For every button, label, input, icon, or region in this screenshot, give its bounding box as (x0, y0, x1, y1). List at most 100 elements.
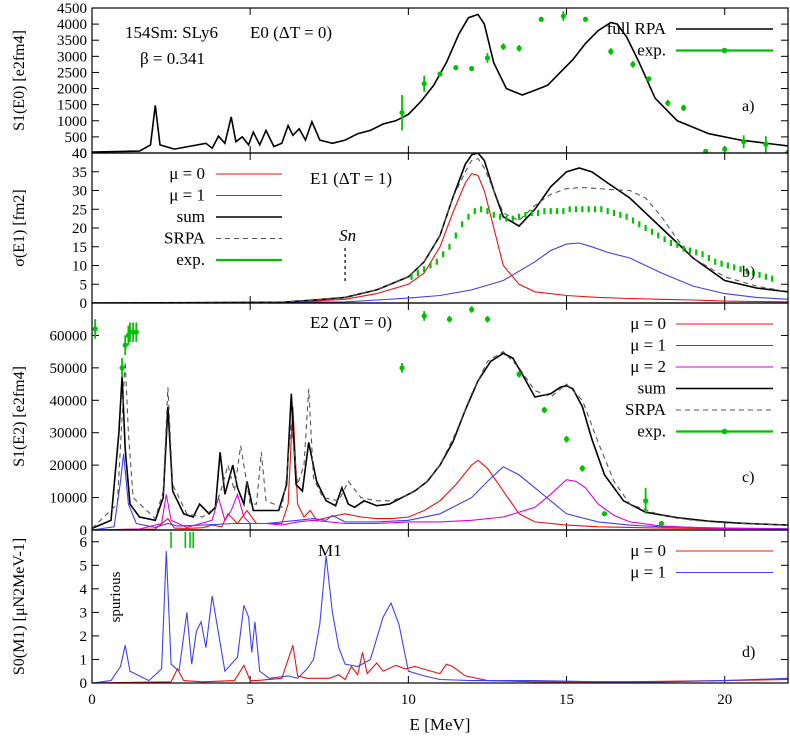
annotation-beta: β = 0.341 (140, 49, 205, 68)
panel-d: 0 1 2 3 4 5 6 d) S0(M1) [μN2MeV-1] M1 spurious μ = … (11, 529, 789, 708)
series-a-1-point-15 (681, 105, 687, 111)
series-a-1-point-5 (484, 55, 491, 61)
y-tick-label-b-4: 20 (72, 221, 87, 237)
legend-label-a-0: full RPA (607, 19, 667, 38)
series-c-5-point-2 (122, 342, 128, 348)
series-a-1-point-2 (437, 71, 443, 77)
y-tick-label-c-0: 0 (80, 523, 88, 539)
series-c-5-point-16 (601, 511, 608, 517)
y-tick-label-b-8: 40 (72, 146, 87, 162)
series-b-0-line (92, 172, 788, 303)
y-tick-label-d-4: 4 (80, 582, 88, 598)
legend-label-b-1: μ = 1 (169, 186, 205, 205)
y-tick-label-c-4: 40000 (50, 393, 88, 409)
plot-area-d (92, 532, 788, 683)
series-c-5-point-11 (484, 316, 491, 322)
legend-label-b-4: exp. (176, 250, 205, 269)
series-c-5-point-10 (469, 306, 475, 313)
y-tick-label-c-6: 60000 (50, 328, 88, 344)
x-tick-label-2: 10 (401, 692, 416, 708)
series-a-1-point-17 (722, 146, 728, 152)
legend-marker-a-1 (721, 47, 728, 54)
y-tick-label-a-0: 0 (80, 146, 88, 162)
plot-area-c (92, 306, 788, 530)
series-c-2-line (92, 479, 788, 530)
y-tick-label-b-0: 0 (80, 296, 88, 312)
series-a-1-point-12 (630, 61, 636, 67)
series-c-5-point-9 (446, 316, 453, 322)
series-c-5-point-18 (658, 520, 665, 527)
series-a-1-point-13 (646, 76, 652, 82)
series-c-5-point-15 (579, 465, 585, 471)
legend-label-d-0: μ = 0 (630, 541, 666, 560)
legend-label-c-2: μ = 2 (630, 357, 666, 376)
legend-label-c-0: μ = 0 (630, 314, 666, 333)
series-c-0-line (92, 406, 788, 530)
y-tick-label-c-2: 20000 (50, 458, 88, 474)
series-c-5-point-1 (119, 365, 125, 371)
x-tick-label-1: 5 (246, 692, 254, 708)
series-c-5-point-7 (399, 365, 405, 371)
panel-label-c: c) (742, 469, 754, 486)
series-c-5-point-0 (92, 326, 98, 332)
y-tick-label-a-3: 1500 (57, 98, 87, 114)
series-a-1-point-7 (516, 45, 522, 51)
y-tick-label-d-2: 2 (80, 629, 88, 645)
y-axis-label-b: σ(E1) [fm2] (11, 189, 28, 266)
annotation-note: spurious (108, 571, 124, 622)
y-tick-label-c-1: 10000 (50, 491, 88, 507)
annotation-mode-d: M1 (318, 541, 342, 560)
x-axis-label: E [MeV] (410, 715, 471, 734)
y-tick-label-d-1: 1 (80, 652, 88, 668)
series-a-1-point-8 (538, 16, 544, 22)
y-tick-label-d-3: 3 (80, 605, 88, 621)
series-a-1-point-11 (608, 48, 614, 55)
series-c-5-point-6 (133, 329, 139, 335)
series-b-1-line (92, 242, 788, 303)
legend-label-b-0: μ = 0 (169, 164, 205, 183)
legend-label-c-5: exp. (637, 422, 666, 441)
x-tick-label-3: 15 (559, 692, 574, 708)
series-d-1-line (92, 551, 788, 683)
legend-label-c-4: SRPA (625, 400, 667, 419)
legend-label-d-1: μ = 1 (630, 563, 666, 582)
y-tick-label-c-5: 50000 (50, 361, 88, 377)
panel-label-a: a) (742, 98, 754, 115)
plot-area-a (92, 11, 788, 153)
legend-label-c-1: μ = 1 (630, 336, 666, 355)
panel-label-b: b) (742, 264, 755, 281)
series-a-1-point-10 (582, 16, 589, 22)
series-a-1-point-19 (763, 141, 769, 147)
series-a-1-point-20 (785, 149, 788, 153)
y-tick-label-c-3: 30000 (50, 426, 88, 442)
y-tick-label-a-6: 3000 (57, 49, 87, 65)
series-a-1-point-0 (399, 110, 405, 116)
series-c-5-point-12 (516, 371, 522, 377)
series-a-1-point-18 (741, 139, 747, 145)
legend-label-b-3: SRPA (164, 229, 206, 248)
series-a-1-point-14 (665, 100, 671, 106)
series-d-0-line (92, 645, 788, 683)
y-axis-label-d: S0(M1) [μN2MeV-1] (11, 538, 28, 675)
frame-c (91, 302, 789, 531)
series-c-3-line (92, 352, 788, 530)
x-tick-label-0: 0 (88, 692, 96, 708)
series-b-3-line (92, 157, 788, 303)
y-tick-label-b-1: 5 (80, 277, 88, 293)
y-tick-label-b-6: 30 (72, 184, 87, 200)
panel-b: 0 5 10 15 20 25 30 35 40 b) σ(E1) [fm2] E1 (ΔT = 1)… (11, 146, 789, 312)
y-tick-label-a-4: 2000 (57, 82, 87, 98)
series-c-4-line (92, 350, 788, 529)
series-a-1-point-6 (500, 44, 506, 50)
series-c-5-point-8 (421, 313, 427, 319)
legend-label-c-3: sum (638, 379, 666, 398)
panel-label-d: d) (742, 644, 755, 661)
y-tick-label-a-2: 1000 (57, 114, 87, 130)
x-tick-label-4: 20 (717, 692, 732, 708)
series-c-5-point-13 (541, 407, 548, 413)
y-tick-label-b-5: 25 (72, 202, 87, 218)
series-b-2-line (92, 153, 788, 303)
plot-area-b (92, 153, 788, 303)
